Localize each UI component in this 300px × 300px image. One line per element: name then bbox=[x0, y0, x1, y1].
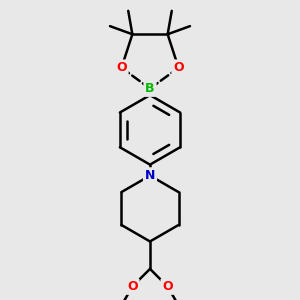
Text: O: O bbox=[127, 280, 138, 293]
Text: O: O bbox=[116, 61, 127, 74]
Text: B: B bbox=[145, 82, 155, 95]
Text: O: O bbox=[162, 280, 173, 293]
Text: O: O bbox=[173, 61, 184, 74]
Text: N: N bbox=[145, 169, 155, 182]
